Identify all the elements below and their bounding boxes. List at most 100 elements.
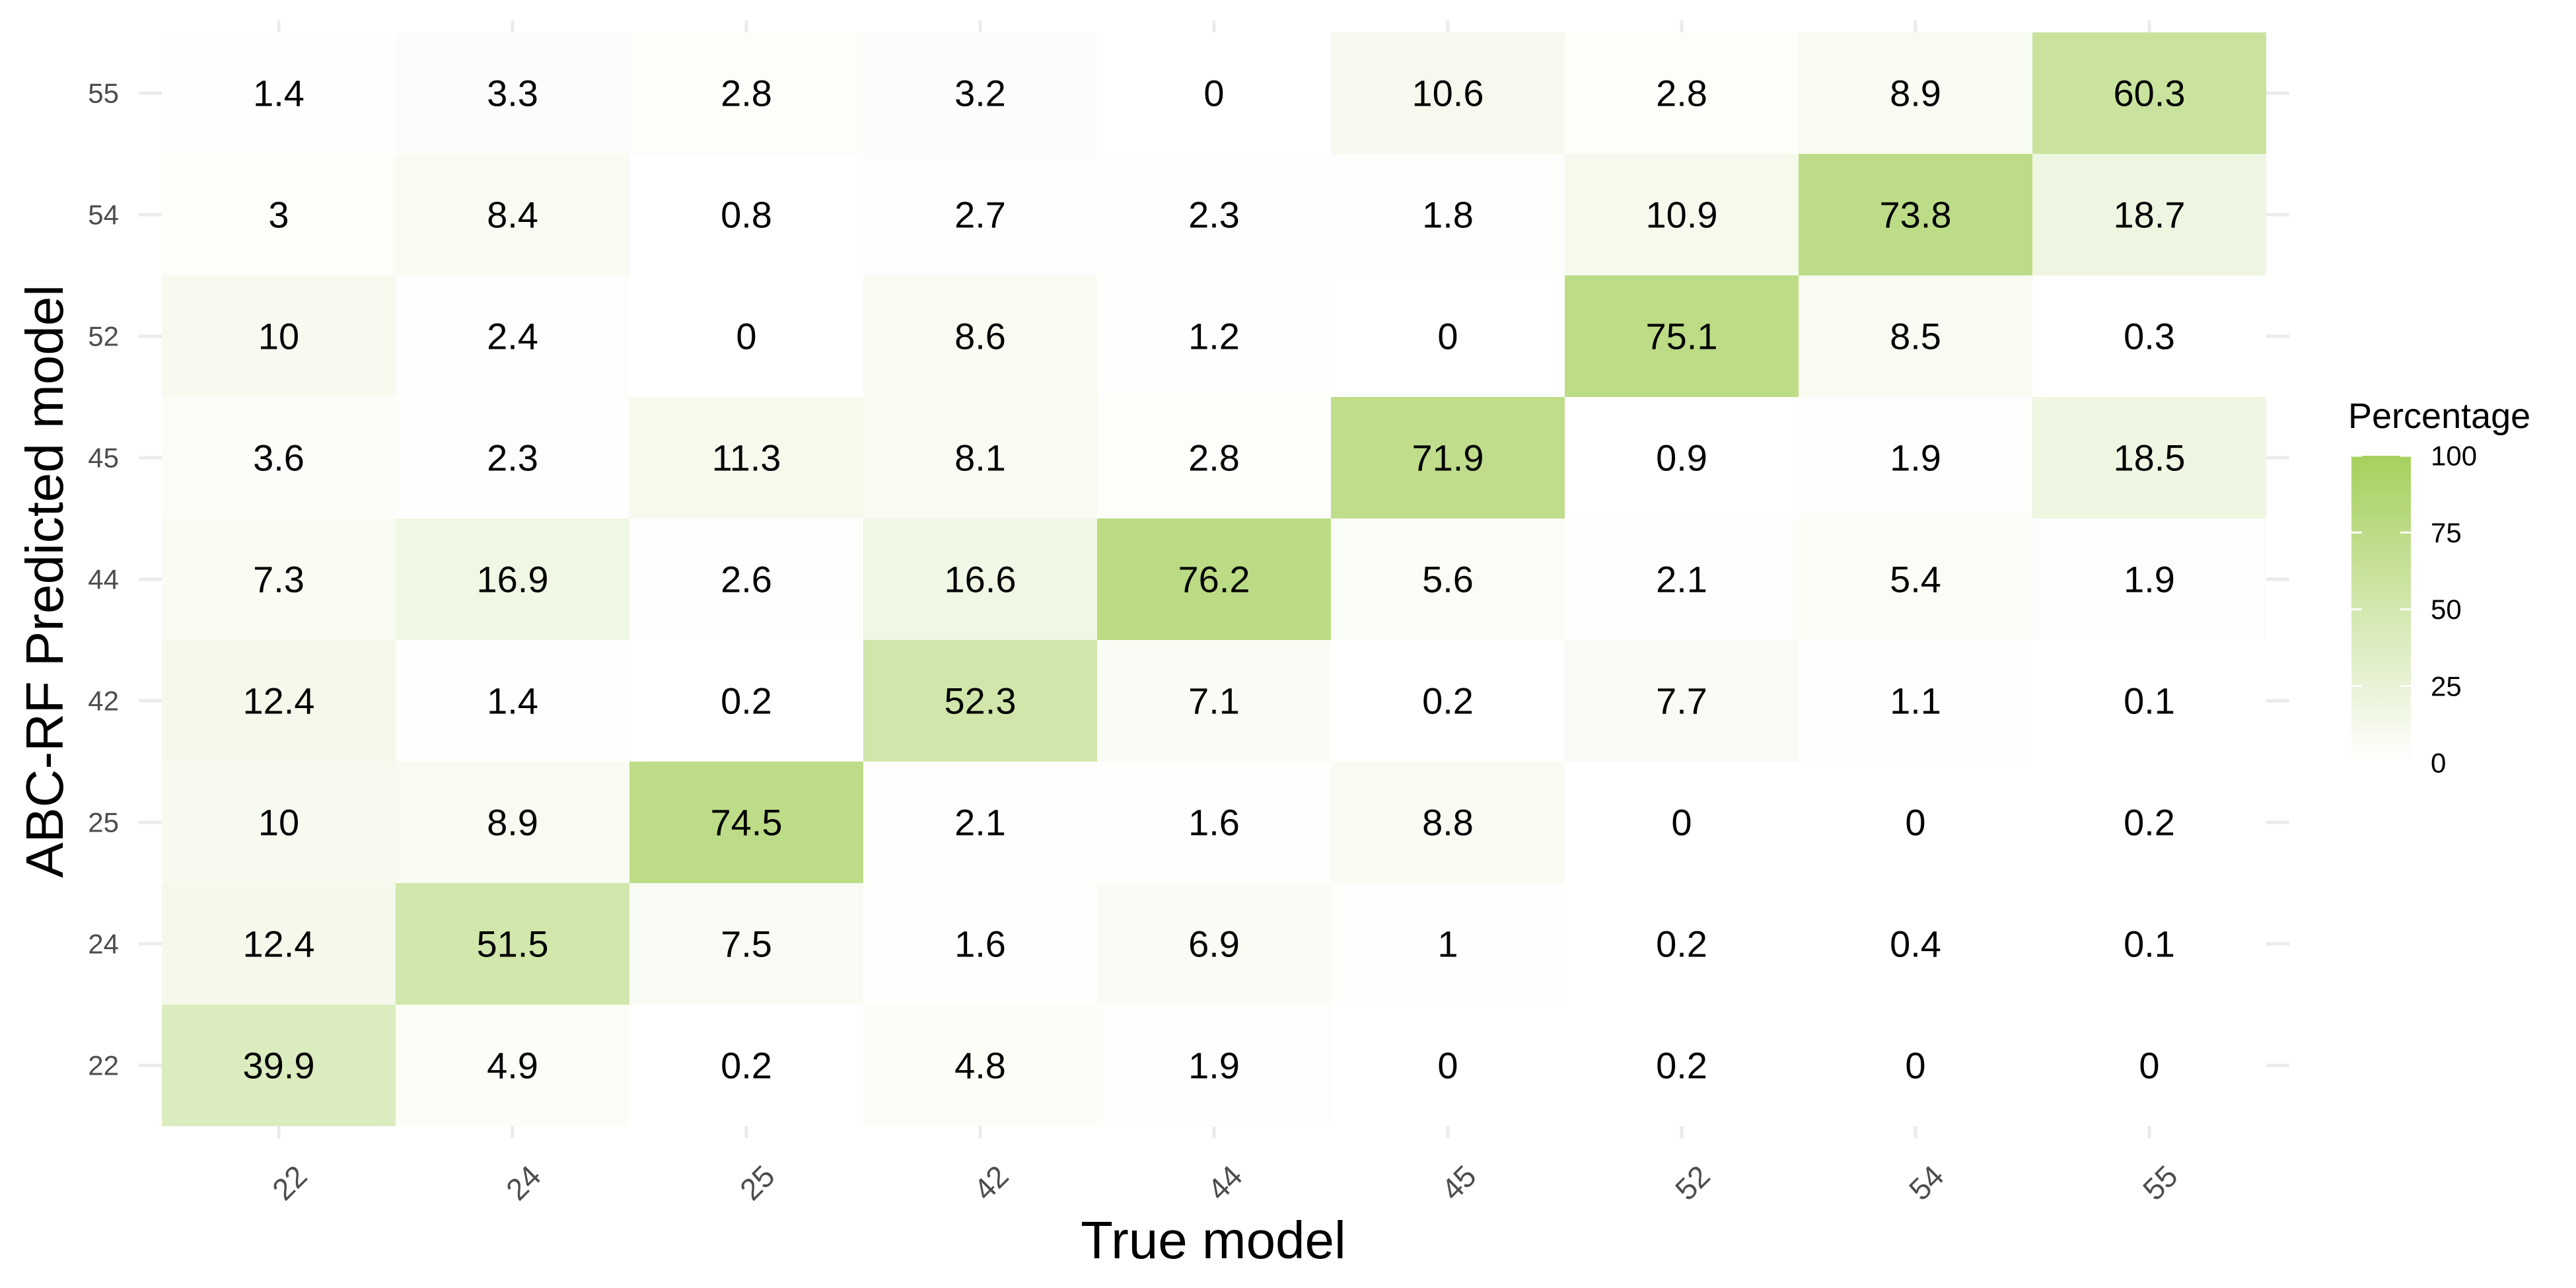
- cell-value-label: 2.1: [954, 802, 1006, 843]
- heatmap-cells: [162, 32, 2266, 1126]
- cell-value-label: 2.1: [1656, 559, 1707, 600]
- heatmap-cell: [1565, 762, 1799, 883]
- legend-ticks: 0 25 50 75 100: [2351, 441, 2477, 779]
- cell-value-label: 5.4: [1890, 559, 1941, 600]
- cell-value-label: 73.8: [1880, 194, 1952, 236]
- heatmap-cell: [1565, 1005, 1799, 1126]
- heatmap-cell: [162, 762, 396, 883]
- heatmap-cell: [629, 397, 863, 519]
- cell-value-label: 0.2: [1656, 1045, 1707, 1087]
- cell-value-label: 1: [1437, 923, 1458, 965]
- heatmap-cell: [1799, 397, 2032, 519]
- cell-value-label: 3: [268, 194, 289, 236]
- heatmap-cell: [1799, 1005, 2032, 1126]
- y-axis-ticks: 22 24 25 42 44 45 52 54 55: [88, 78, 119, 1081]
- cell-value-label: 0.2: [721, 680, 772, 722]
- cell-value-label: 0: [736, 316, 756, 357]
- x-tick-label: 55: [2136, 1159, 2184, 1207]
- cell-value-label: 3.2: [954, 73, 1006, 114]
- heatmap-cell: [629, 1005, 863, 1126]
- cell-value-label: 1.6: [1188, 802, 1240, 843]
- x-tick-label: 25: [733, 1159, 781, 1207]
- heatmap-cell: [1331, 275, 1565, 397]
- heatmap-cell: [1097, 275, 1331, 397]
- x-tick-label: 24: [499, 1159, 548, 1207]
- cell-value-label: 1.9: [1890, 437, 1941, 479]
- heatmap-cell: [2032, 397, 2266, 519]
- heatmap-cell: [2032, 519, 2266, 640]
- legend-tick-label: 50: [2431, 594, 2462, 625]
- legend-title: Percentage: [2348, 396, 2530, 436]
- cell-value-label: 0: [1437, 316, 1458, 357]
- heatmap-cell: [2032, 883, 2266, 1005]
- cell-value-label: 0.2: [1656, 923, 1707, 965]
- cell-value-label: 8.4: [487, 194, 538, 236]
- cell-value-label: 7.1: [1188, 680, 1240, 722]
- heatmap-cell: [629, 640, 863, 762]
- cell-value-label: 1.1: [1890, 680, 1941, 722]
- cell-value-label: 1.6: [954, 923, 1006, 965]
- heatmap-cell: [396, 883, 629, 1005]
- cell-value-label: 4.8: [954, 1045, 1006, 1087]
- y-tick-label: 22: [88, 1050, 119, 1081]
- cell-value-label: 0: [1905, 1045, 1925, 1087]
- heatmap-cell: [1565, 640, 1799, 762]
- heatmap-cell: [2032, 275, 2266, 397]
- cell-value-label: 0.1: [2124, 923, 2175, 965]
- heatmap-cell: [1331, 762, 1565, 883]
- cell-value-label: 0.2: [1422, 680, 1474, 722]
- x-axis-title: True model: [1081, 1211, 1346, 1270]
- cell-value-label: 1.9: [1188, 1045, 1240, 1087]
- heatmap-cell: [1097, 397, 1331, 519]
- x-tick-label: 54: [1902, 1159, 1950, 1207]
- heatmap-cell: [1097, 762, 1331, 883]
- heatmap-cell: [863, 32, 1097, 154]
- heatmap-cell: [1799, 154, 2032, 275]
- cell-value-label: 71.9: [1412, 437, 1484, 479]
- heatmap-cell: [629, 154, 863, 275]
- heatmap-cell: [2032, 32, 2266, 154]
- heatmap-cell: [863, 640, 1097, 762]
- legend-tick-label: 100: [2431, 441, 2477, 472]
- cell-value-label: 1.8: [1422, 194, 1474, 236]
- cell-value-label: 0: [1437, 1045, 1458, 1087]
- cell-value-label: 0: [1671, 802, 1692, 843]
- cell-value-label: 12.4: [243, 680, 315, 722]
- heatmap-cell: [863, 397, 1097, 519]
- cell-value-label: 0.2: [721, 1045, 772, 1087]
- cell-value-label: 0.3: [2124, 316, 2175, 357]
- heatmap-cell: [1799, 32, 2032, 154]
- heatmap-cell: [162, 1005, 396, 1126]
- legend-tick-label: 0: [2431, 748, 2446, 779]
- cell-value-label: 0: [2139, 1045, 2159, 1087]
- heatmap-cell: [162, 883, 396, 1005]
- cell-value-label: 51.5: [477, 923, 549, 965]
- cell-value-label: 8.6: [954, 316, 1006, 357]
- y-tick-label: 52: [88, 321, 119, 352]
- heatmap-cell: [396, 640, 629, 762]
- cell-value-label: 2.6: [721, 559, 772, 600]
- heatmap-cell: [1565, 275, 1799, 397]
- cell-value-label: 74.5: [711, 802, 783, 843]
- cell-labels: 39.9 4.9 0.2 4.8 1.9 0 0.2 0 012.4 51.5 7.5 1.6 6.9 1…: [243, 73, 2186, 1087]
- heatmap-cell: [863, 762, 1097, 883]
- x-tick-label: 52: [1668, 1159, 1717, 1207]
- cell-value-label: 18.5: [2114, 437, 2186, 479]
- heatmap-cell: [1565, 32, 1799, 154]
- x-axis-ticks: 22 24 25 42 44 45 52 54 55: [266, 1159, 2184, 1207]
- cell-value-label: 1.2: [1188, 316, 1240, 357]
- heatmap-cell: [2032, 1005, 2266, 1126]
- cell-value-label: 2.8: [1188, 437, 1240, 479]
- heatmap-cell: [396, 32, 629, 154]
- cell-value-label: 8.5: [1890, 316, 1941, 357]
- cell-value-label: 10: [258, 802, 299, 843]
- cell-value-label: 2.8: [1656, 73, 1707, 114]
- y-tick-label: 42: [88, 686, 119, 717]
- heatmap-cell: [629, 519, 863, 640]
- y-tick-label: 44: [88, 564, 119, 595]
- heatmap-cell: [162, 640, 396, 762]
- heatmap-cell: [1331, 519, 1565, 640]
- heatmap-cell: [1097, 154, 1331, 275]
- heatmap-cell: [1331, 154, 1565, 275]
- y-tick-label: 54: [88, 199, 119, 231]
